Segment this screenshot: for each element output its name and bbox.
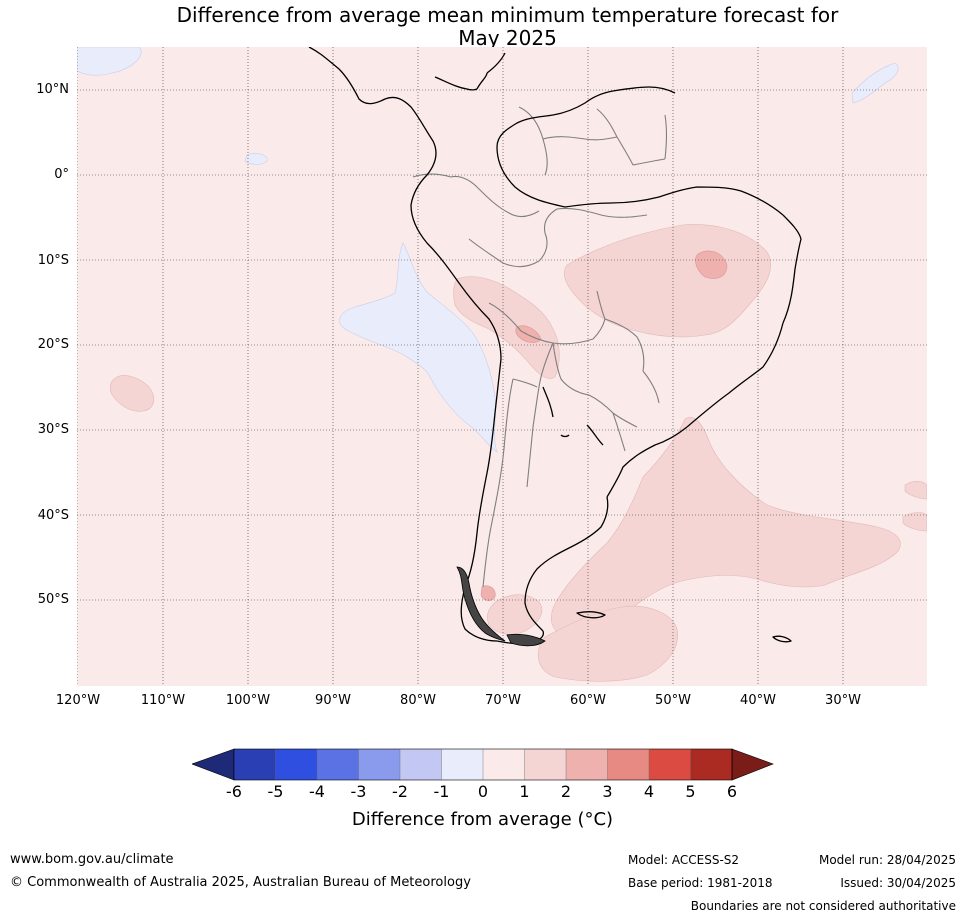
colorbar-tick-2: 2	[560, 782, 572, 801]
lat-label-10n: 10°N	[36, 82, 69, 97]
colorbar-tick-neg6: -6	[226, 782, 242, 801]
colorbar-segment-9	[566, 749, 608, 780]
colorbar	[192, 748, 774, 781]
warm-anomaly-brazil	[563, 224, 771, 338]
lon-label-70w: 70°W	[485, 693, 521, 708]
colorbar-tick-5: 5	[685, 782, 696, 801]
warm-anomaly-altiplano	[453, 276, 560, 379]
footer-model-run: Model run: 28/04/2025	[818, 853, 956, 867]
colorbar-segment-11	[649, 749, 691, 780]
colorbar-tick-0: 0	[477, 782, 489, 801]
colorbar-tick-4: 4	[643, 782, 655, 801]
colorbar-tick-neg5: -5	[267, 782, 284, 801]
colorbar-tick-neg2: -2	[392, 782, 408, 801]
colorbar-tick-neg3: -3	[350, 782, 367, 801]
warm-anomaly-pacific-west	[109, 375, 155, 412]
lon-label-40w: 40°W	[740, 693, 776, 708]
colorbar-segment-4	[358, 749, 400, 780]
colorbar-segment-5	[400, 749, 442, 780]
colorbar-tick-neg1: -1	[433, 782, 450, 801]
lon-label-80w: 80°W	[400, 693, 436, 708]
lon-label-120w: 120°W	[55, 693, 101, 708]
lat-label-30s: 30°S	[37, 422, 69, 437]
strong-anomaly-patagonia	[480, 585, 496, 601]
patagonian-islands	[456, 566, 506, 642]
strong-anomaly-brazil	[695, 250, 728, 279]
gridlines	[77, 47, 927, 686]
lat-label-20s: 20°S	[37, 337, 69, 352]
colorbar-segment-10	[607, 749, 649, 780]
footer-disclaimer: Boundaries are not considered authoritat…	[690, 899, 956, 913]
lon-label-90w: 90°W	[315, 693, 351, 708]
footer-url: www.bom.gov.au/climate	[10, 852, 174, 867]
tierra-del-fuego	[506, 633, 546, 647]
lon-label-30w: 30°W	[825, 693, 861, 708]
lon-label-50w: 50°W	[655, 693, 691, 708]
warm-anomaly-south-atlantic	[551, 417, 901, 637]
lon-label-100w: 100°W	[225, 693, 271, 708]
colorbar-segment-6	[441, 749, 483, 780]
lon-label-60w: 60°W	[570, 693, 606, 708]
colorbar-tick-3: 3	[602, 782, 613, 801]
country-borders	[412, 106, 668, 588]
warm-anomaly-drake	[537, 605, 678, 682]
colorbar-segment-7	[483, 749, 525, 780]
footer-issued: Issued: 30/04/2025	[840, 876, 956, 890]
warm-anomaly-southeast-1	[904, 481, 927, 500]
footer-copyright: © Commonwealth of Australia 2025, Austra…	[10, 875, 471, 890]
map-title-line-2: May 2025	[458, 26, 557, 50]
footer-model: Model: ACCESS-S2	[628, 853, 740, 867]
forecast-map	[77, 47, 927, 686]
cool-anomaly-equator	[244, 153, 268, 165]
colorbar-segment-8	[524, 749, 566, 780]
colorbar-extend-high	[731, 748, 774, 781]
lat-label-40s: 40°S	[37, 508, 69, 523]
colorbar-tick-1: 1	[519, 782, 530, 801]
colorbar-segment-3	[317, 749, 359, 780]
cool-anomaly-atlantic-north	[851, 62, 899, 104]
lat-label-0: 0°	[54, 167, 69, 182]
colorbar-tick-6: 6	[726, 782, 738, 801]
map-title-line-1: Difference from average mean minimum tem…	[176, 3, 839, 27]
map-title: Difference from average mean minimum tem…	[0, 4, 965, 50]
colorbar-tick-neg4: -4	[309, 782, 325, 801]
lon-label-110w: 110°W	[140, 693, 186, 708]
coastlines	[308, 47, 802, 645]
footer-base-period: Base period: 1981-2018	[628, 876, 773, 890]
colorbar-label: Difference from average (°C)	[351, 809, 614, 830]
colorbar-segment-2	[275, 749, 317, 780]
lat-label-10s: 10°S	[37, 253, 69, 268]
lat-label-50s: 50°S	[37, 592, 69, 607]
colorbar-extend-low	[192, 748, 235, 781]
colorbar-segment-12	[690, 749, 732, 780]
colorbar-segment-1	[234, 749, 276, 780]
cool-anomaly-northwest	[77, 47, 142, 76]
warm-anomaly-far-south	[487, 594, 543, 635]
warm-anomaly-southeast-2	[902, 512, 927, 532]
map-background	[77, 47, 927, 686]
